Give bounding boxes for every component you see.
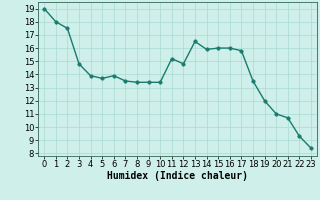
X-axis label: Humidex (Indice chaleur): Humidex (Indice chaleur) [107,171,248,181]
